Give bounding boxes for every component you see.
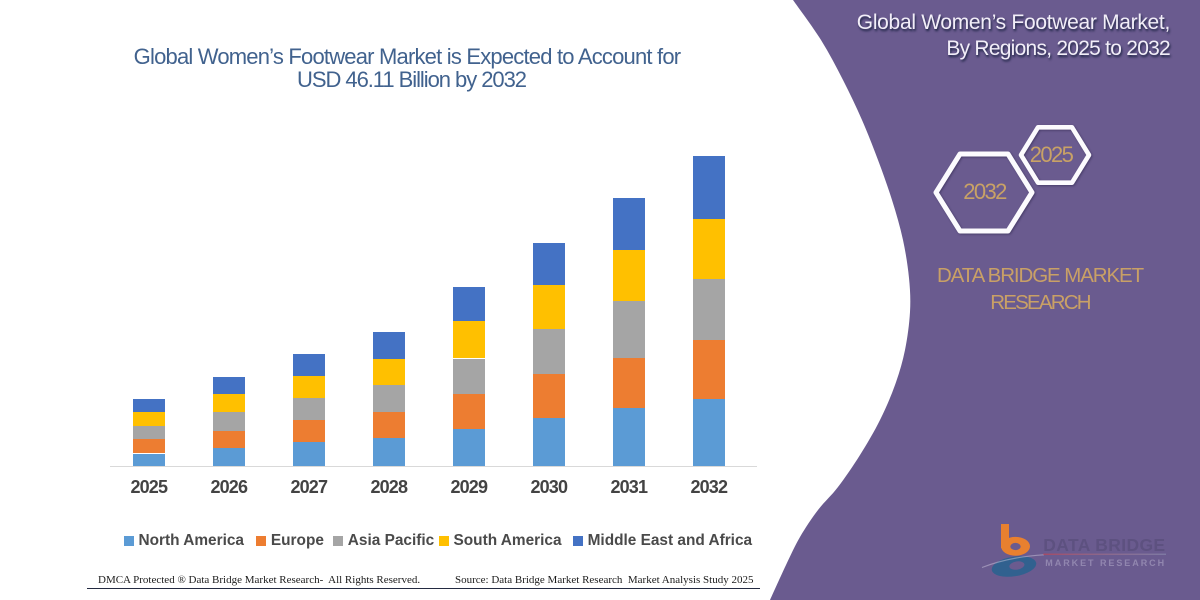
svg-text:MARKET RESEARCH: MARKET RESEARCH: [1045, 558, 1166, 568]
svg-text:DATA BRIDGE: DATA BRIDGE: [1043, 535, 1165, 555]
